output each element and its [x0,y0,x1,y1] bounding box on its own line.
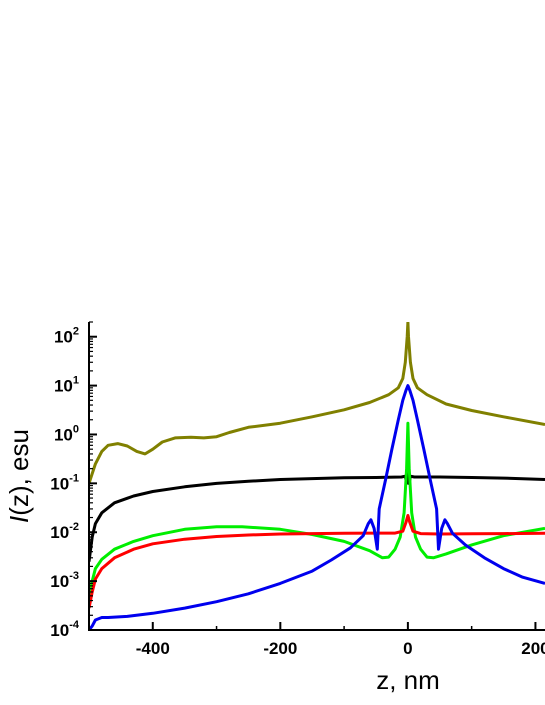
y-tick-label: 102 [54,326,79,347]
series-line-4 [89,514,545,609]
y-tick-label: 100 [54,423,79,444]
y-axis-title-italic: I [4,516,34,523]
y-axis-title-rest: (z), esu [4,429,34,516]
series-line-1 [89,322,545,484]
y-tick-label: 101 [54,375,79,396]
y-tick-label: 10-4 [50,619,80,640]
series-line-2 [89,443,545,562]
series-line-5 [89,384,545,630]
x-tick-label: 200 [521,639,545,658]
x-tick-label: -200 [263,639,297,658]
axes-layer [88,321,545,631]
y-axis-title: I(z), esu [4,429,34,523]
y-tick-label: 10-2 [50,521,79,542]
series-layer [89,322,545,630]
y-tick-label: 10-1 [50,472,79,493]
labels-layer: -400 -200 0 200 102 101 100 10-1 10-2 10-3 10-4 [50,326,545,658]
x-axis-title: z, nm [376,665,440,695]
x-tick-label: -400 [136,639,170,658]
x-tick-label: 0 [403,639,412,658]
y-tick-label: 10-3 [50,570,79,591]
series-line-3 [89,421,545,597]
